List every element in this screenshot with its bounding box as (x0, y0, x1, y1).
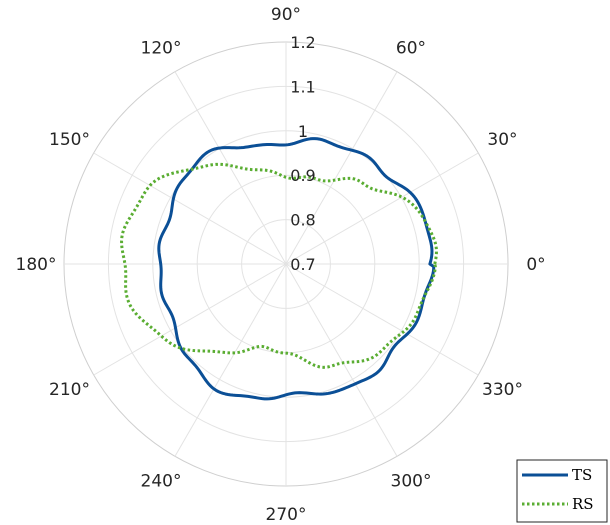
polar-grid (63, 41, 509, 487)
theta-tick-label: 270° (266, 505, 307, 525)
r-tick-label: 0.8 (290, 211, 315, 230)
theta-tick-label: 180° (16, 255, 57, 275)
theta-tick-label: 210° (49, 380, 90, 400)
legend-box (516, 459, 608, 523)
grid-spoke (285, 263, 398, 457)
theta-tick-label: 330° (482, 380, 523, 400)
r-tick-labels: 0.7 0.8 0.9 1 1.1 1.2 (290, 33, 315, 274)
theta-tick-label: 0° (526, 255, 545, 275)
series-layer (120, 137, 438, 401)
grid-spoke (93, 263, 287, 376)
theta-tick-label: 120° (141, 38, 182, 58)
r-tick-label: 1.2 (290, 33, 315, 52)
r-tick-label: 0.7 (290, 255, 315, 274)
theta-tick-label: 300° (391, 472, 432, 492)
grid-spoke (93, 152, 287, 265)
grid-spoke (174, 263, 287, 457)
r-tick-label: 1.1 (290, 77, 315, 96)
legend: TS RS (516, 459, 608, 523)
theta-tick-label: 30° (487, 130, 517, 150)
theta-tick-labels: 0° 30° 60° 90° 120° 150° 180° 210° 240° 270° 300° 3… (16, 5, 546, 525)
grid-spoke (285, 263, 479, 376)
grid-spoke (285, 71, 398, 265)
legend-label-rs: RS (572, 495, 594, 513)
theta-tick-label: 150° (49, 130, 90, 150)
theta-tick-label: 90° (271, 5, 301, 25)
r-tick-label: 0.9 (290, 166, 315, 185)
grid-spoke (174, 71, 287, 265)
r-tick-label: 1 (298, 122, 308, 141)
grid-spoke (285, 152, 479, 265)
series-line-rs (120, 162, 438, 369)
theta-tick-label: 60° (396, 38, 426, 58)
theta-tick-label: 240° (141, 472, 182, 492)
series-line-ts (157, 137, 436, 401)
legend-label-ts: TS (572, 466, 592, 484)
